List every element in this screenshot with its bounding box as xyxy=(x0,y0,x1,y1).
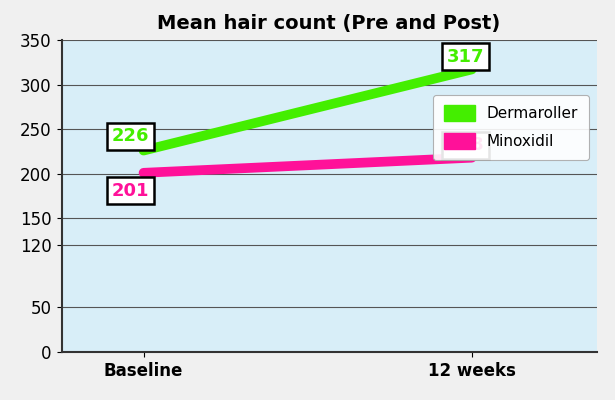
Text: 201: 201 xyxy=(112,182,149,200)
Text: 226: 226 xyxy=(112,127,149,145)
Title: Mean hair count (Pre and Post): Mean hair count (Pre and Post) xyxy=(157,14,501,33)
Text: 218: 218 xyxy=(446,136,484,154)
Text: 317: 317 xyxy=(446,48,484,66)
Legend: Dermaroller, Minoxidil: Dermaroller, Minoxidil xyxy=(434,94,589,160)
